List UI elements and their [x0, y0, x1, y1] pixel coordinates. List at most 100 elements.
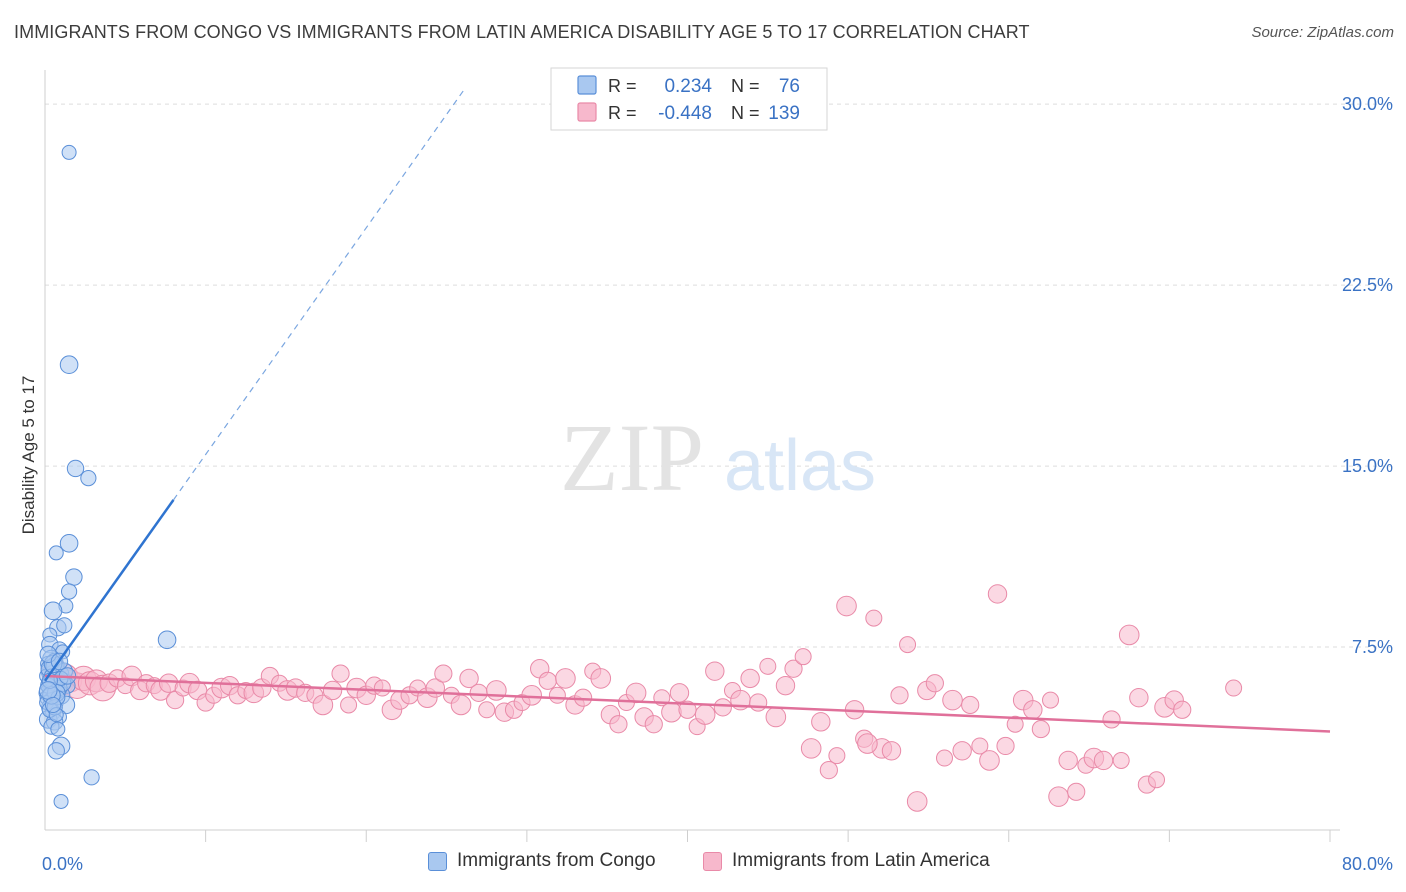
latin-america-point: [971, 737, 989, 755]
congo-point: [61, 144, 77, 160]
latin-america-point: [996, 736, 1015, 756]
latin-america-point: [713, 698, 732, 717]
congo-point: [59, 533, 79, 553]
congo-point: [65, 568, 83, 586]
latin-america-point: [987, 584, 1008, 604]
latin-america-points: [41, 584, 1243, 812]
congo-point: [50, 721, 66, 737]
latin-america-point: [749, 693, 768, 712]
latin-america-point: [765, 706, 787, 728]
chart-source: Source: ZipAtlas.com: [1251, 24, 1394, 41]
latin-america-point: [890, 686, 909, 705]
y-axis-title: Disability Age 5 to 17: [19, 376, 38, 535]
congo-trend-line-extension: [173, 86, 467, 501]
latin-america-point: [1058, 750, 1078, 771]
watermark-atlas: atlas: [724, 426, 876, 506]
legend-r-value-latin: -0.448: [658, 103, 712, 124]
legend-square-icon: [703, 851, 722, 871]
latin-america-point: [434, 664, 453, 683]
latin-america-point: [548, 686, 566, 704]
latin-america-point: [740, 668, 760, 689]
congo-point: [47, 742, 65, 760]
legend-r-label: R =: [608, 103, 637, 123]
latin-america-point: [836, 595, 857, 617]
legend-n-value-latin: 139: [768, 103, 800, 124]
latin-america-point: [1148, 771, 1166, 789]
latin-america-point: [775, 675, 796, 696]
legend-swatch-latin: [577, 102, 597, 122]
chart-title: IMMIGRANTS FROM CONGO VS IMMIGRANTS FROM…: [14, 22, 1030, 42]
latin-america-point: [759, 657, 777, 675]
latin-america-point: [1118, 624, 1140, 646]
latin-america-point: [669, 683, 690, 703]
legend-item-congo[interactable]: Immigrants from Congo: [428, 850, 656, 872]
latin-america-point: [166, 691, 185, 710]
latin-america-point: [1129, 688, 1149, 708]
latin-america-point: [794, 648, 812, 666]
y-tick-label: 30.0%: [1342, 94, 1393, 114]
congo-point: [43, 601, 63, 621]
latin-america-point: [1225, 679, 1243, 697]
latin-america-point: [906, 791, 928, 812]
x-ticks: [205, 830, 1331, 842]
watermark-zip: ZIP: [560, 404, 704, 511]
latin-america-point: [478, 701, 496, 719]
y-tick-label: 15.0%: [1342, 456, 1393, 476]
latin-america-point: [1112, 751, 1130, 769]
latin-america-point: [555, 668, 576, 689]
latin-america-point: [942, 689, 963, 711]
congo-point: [56, 617, 73, 634]
latin-america-point: [936, 749, 953, 767]
congo-point: [44, 696, 62, 714]
latin-america-point: [625, 682, 647, 704]
latin-america-point: [819, 760, 838, 780]
latin-america-point: [1042, 691, 1060, 709]
latin-america-point: [644, 715, 663, 734]
latin-america-point: [811, 712, 831, 732]
y-tick-label: 7.5%: [1352, 637, 1393, 657]
latin-america-point: [1048, 786, 1069, 807]
x-tick-label-max: 80.0%: [1342, 854, 1393, 874]
latin-america-point: [800, 738, 822, 759]
latin-america-point: [1102, 710, 1121, 729]
series-legend: Immigrants from Congo Immigrants from La…: [0, 850, 1406, 880]
congo-point: [48, 545, 64, 561]
latin-america-point: [590, 668, 612, 689]
latin-america-point: [573, 688, 593, 707]
x-tick-label-min: 0.0%: [42, 854, 83, 874]
legend-square-icon: [428, 851, 447, 871]
latin-america-point: [1031, 719, 1050, 739]
latin-america-point: [925, 674, 944, 693]
congo-point: [80, 470, 97, 487]
gridlines: [45, 103, 1392, 648]
congo-point: [59, 355, 79, 375]
latin-america-point: [857, 733, 878, 754]
congo-point: [83, 769, 100, 786]
legend-item-latin[interactable]: Immigrants from Latin America: [703, 850, 990, 872]
latin-america-point: [521, 684, 542, 706]
legend-swatch-congo: [577, 75, 597, 95]
latin-america-point: [705, 661, 725, 681]
latin-america-point: [865, 609, 883, 627]
legend-r-value-congo: 0.234: [664, 76, 712, 97]
latin-america-point: [538, 671, 557, 690]
latin-america-point: [961, 695, 980, 715]
latin-america-point: [828, 747, 846, 765]
latin-america-point: [331, 664, 350, 683]
correlation-legend: R = 0.234 N = 76 R = -0.448 N = 139: [550, 67, 828, 131]
latin-america-point: [784, 659, 803, 678]
latin-america-point: [340, 696, 358, 714]
y-tick-label: 22.5%: [1342, 275, 1393, 295]
latin-america-point: [694, 704, 716, 725]
latin-america-point: [899, 636, 917, 654]
latin-america-point: [486, 680, 507, 701]
latin-america-point: [459, 668, 479, 689]
latin-america-point: [609, 715, 628, 734]
congo-trend-line: [43, 499, 175, 682]
latin-america-point: [373, 679, 391, 697]
congo-point: [66, 459, 85, 478]
latin-america-point: [881, 741, 902, 761]
latin-america-point: [952, 741, 972, 761]
congo-point: [53, 793, 69, 809]
